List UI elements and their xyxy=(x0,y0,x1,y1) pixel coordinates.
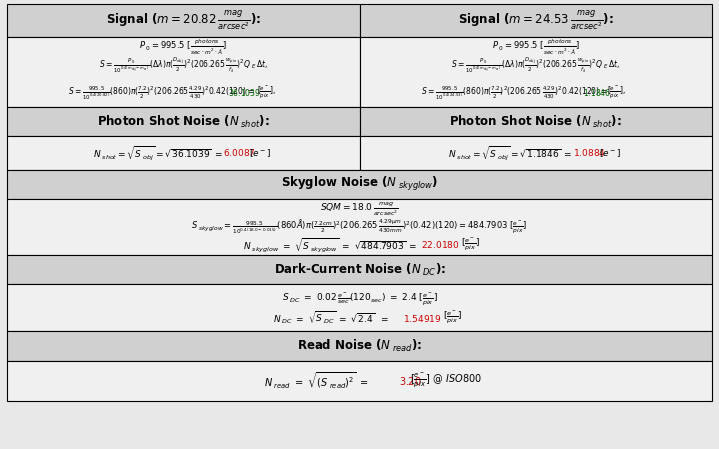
FancyBboxPatch shape xyxy=(7,284,712,331)
Text: Signal ($m = 20.82\,\frac{mag}{arcsec^2}$):: Signal ($m = 20.82\,\frac{mag}{arcsec^2}… xyxy=(106,9,261,32)
Text: $36.1039$: $36.1039$ xyxy=(228,88,261,98)
Text: $P_{\ 0} = 995.5\ [\frac{photons}{sec \cdot m^2 \cdot \AA}]$: $P_{\ 0} = 995.5\ [\frac{photons}{sec \c… xyxy=(492,38,580,57)
Text: $N_{\ shot} = \sqrt{S_{\ obj}} = \sqrt{36.1039}\ = $: $N_{\ shot} = \sqrt{S_{\ obj}} = \sqrt{3… xyxy=(93,144,224,162)
Text: $S_{\ DC}\ =\ 0.02\,\frac{e^-}{sec}(120_{sec})\ =\ 2.4\ [\frac{e^-}{pix}]$: $S_{\ DC}\ =\ 0.02\,\frac{e^-}{sec}(120_… xyxy=(282,291,437,308)
Text: $S_{\ skyglow} = \frac{995.5}{10^{0.4(18.0-0.015)}}(860\AA)\pi(\frac{7.2cm}{2})^: $S_{\ skyglow} = \frac{995.5}{10^{0.4(18… xyxy=(191,218,528,236)
Text: $[e^-]$: $[e^-]$ xyxy=(249,147,271,159)
Text: $S = \frac{995.5}{10^{0.4(24.53)}}(860)\pi(\frac{7.2}{2})^2(206.265\,\frac{4.29}: $S = \frac{995.5}{10^{0.4(24.53)}}(860)\… xyxy=(421,84,608,101)
Text: $22.0180$: $22.0180$ xyxy=(421,239,459,251)
Text: $3.20$: $3.20$ xyxy=(398,375,421,387)
Text: Signal ($m = 24.53\,\frac{mag}{arcsec^2}$):: Signal ($m = 24.53\,\frac{mag}{arcsec^2}… xyxy=(458,9,613,32)
Text: $1.1846$: $1.1846$ xyxy=(582,88,611,98)
Text: $[e^-]$: $[e^-]$ xyxy=(600,147,621,159)
Text: $S = \frac{995.5}{10^{0.4(20.82)}}(860)\pi(\frac{7.2}{2})^2(206.265\,\frac{4.29}: $S = \frac{995.5}{10^{0.4(20.82)}}(860)\… xyxy=(68,84,255,101)
Text: $1.54919$: $1.54919$ xyxy=(403,313,441,324)
Text: $1.0884$: $1.0884$ xyxy=(573,147,606,158)
Text: Read Noise ($N_{\ read}$):: Read Noise ($N_{\ read}$): xyxy=(297,338,422,354)
Text: $6.0087$: $6.0087$ xyxy=(223,147,256,158)
Text: $N_{\ DC}\ =\ \sqrt{S_{\ DC}}\ =\ \sqrt{2.4}\ \ = $: $N_{\ DC}\ =\ \sqrt{S_{\ DC}}\ =\ \sqrt{… xyxy=(273,310,389,326)
FancyBboxPatch shape xyxy=(7,107,360,136)
Text: $[\frac{e^-}{pix}]\ @\ ISO800$: $[\frac{e^-}{pix}]\ @\ ISO800$ xyxy=(410,372,482,390)
FancyBboxPatch shape xyxy=(360,4,712,37)
Text: Photon Shot Noise ($N_{\ shot}$):: Photon Shot Noise ($N_{\ shot}$): xyxy=(449,114,622,129)
Text: $P_{\ 0} = 995.5\ [\frac{photons}{sec \cdot m^2 \cdot \AA}]$: $P_{\ 0} = 995.5\ [\frac{photons}{sec \c… xyxy=(139,38,227,57)
FancyBboxPatch shape xyxy=(360,37,712,107)
Text: Photon Shot Noise ($N_{\ shot}$):: Photon Shot Noise ($N_{\ shot}$): xyxy=(97,114,270,129)
Text: $[\frac{e^-}{pix}]$: $[\frac{e^-}{pix}]$ xyxy=(444,310,462,326)
FancyBboxPatch shape xyxy=(7,170,712,199)
FancyBboxPatch shape xyxy=(7,199,712,255)
Text: $N_{\ skyglow}\ =\ \sqrt{S_{\ skyglow}}\ =\ \sqrt{484.7903}\ = $: $N_{\ skyglow}\ =\ \sqrt{S_{\ skyglow}}\… xyxy=(244,236,418,254)
Text: Skyglow Noise ($N_{\ skyglow}$): Skyglow Noise ($N_{\ skyglow}$) xyxy=(281,175,438,194)
FancyBboxPatch shape xyxy=(7,136,360,170)
FancyBboxPatch shape xyxy=(7,331,712,361)
Text: $N_{\ read}\ =\ \sqrt{(S_{\ read})^2}\ = $: $N_{\ read}\ =\ \sqrt{(S_{\ read})^2}\ =… xyxy=(264,371,369,391)
FancyBboxPatch shape xyxy=(7,361,712,401)
Text: $[\frac{e^-}{pix}],$: $[\frac{e^-}{pix}],$ xyxy=(608,85,626,101)
Text: $[\frac{e^-}{pix}],$: $[\frac{e^-}{pix}],$ xyxy=(257,85,275,101)
Text: Dark-Current Noise ($N_{\ DC}$):: Dark-Current Noise ($N_{\ DC}$): xyxy=(273,262,446,277)
FancyBboxPatch shape xyxy=(360,136,712,170)
FancyBboxPatch shape xyxy=(360,107,712,136)
Text: $S = \frac{P_{\ 0}}{10^{0.4(m_{obj}-m_\odot)}}(\Delta\lambda)\pi(\frac{D_{obj}}{: $S = \frac{P_{\ 0}}{10^{0.4(m_{obj}-m_\o… xyxy=(99,56,267,75)
FancyBboxPatch shape xyxy=(7,255,712,284)
Text: $SQM = 18.0\,\frac{mag}{arcsec^2}$: $SQM = 18.0\,\frac{mag}{arcsec^2}$ xyxy=(320,200,399,218)
FancyBboxPatch shape xyxy=(7,37,360,107)
Text: $N_{\ shot} = \sqrt{S_{\ obj}} = \sqrt{1.1846}\ = $: $N_{\ shot} = \sqrt{S_{\ obj}} = \sqrt{1… xyxy=(448,144,573,162)
Text: $S = \frac{P_{\ 0}}{10^{0.4(m_{obj}-m_\odot)}}(\Delta\lambda)\pi(\frac{D_{obj}}{: $S = \frac{P_{\ 0}}{10^{0.4(m_{obj}-m_\o… xyxy=(452,56,620,75)
Text: $[\frac{e^-}{pix}]$: $[\frac{e^-}{pix}]$ xyxy=(462,237,480,253)
FancyBboxPatch shape xyxy=(7,4,360,37)
